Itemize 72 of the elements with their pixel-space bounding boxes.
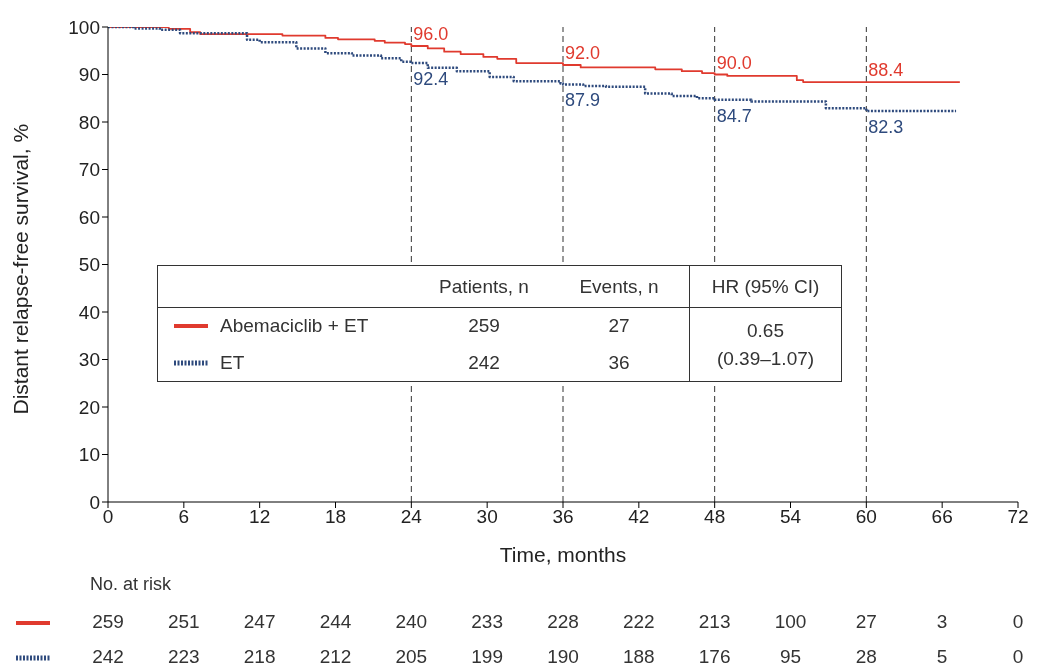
x-tick-label: 72 [1007, 506, 1029, 528]
annotation: 84.7 [716, 105, 752, 126]
text: 0 [1011, 611, 1025, 633]
text: 228 [546, 611, 580, 633]
annotation: Events, n [549, 266, 689, 308]
text: 240 [394, 611, 429, 633]
annotation: 259 [467, 314, 501, 338]
text: 188 [621, 646, 656, 668]
y-tick-label: 100 [68, 16, 100, 38]
y-tick-label: 70 [78, 159, 100, 181]
y-tick-label: 40 [78, 301, 100, 323]
text: 0 [1011, 646, 1025, 668]
text: 27 [854, 611, 878, 633]
y-tick-label: 80 [78, 111, 100, 133]
annotation: 90.0 [716, 52, 752, 73]
x-tick-label: 36 [552, 506, 574, 528]
y-tick-label: 90 [78, 64, 100, 86]
y-tick-label: 60 [78, 206, 100, 228]
text: 247 [242, 611, 277, 633]
x-tick-label: 54 [779, 506, 802, 528]
text: 213 [697, 611, 732, 633]
y-tick-label: 20 [78, 396, 100, 418]
annotation: 82.3 [868, 117, 904, 138]
x-tick-label: 18 [324, 506, 347, 528]
text: 242 [91, 646, 125, 668]
text: 223 [166, 646, 201, 668]
x-tick-label: 42 [628, 506, 650, 528]
text: 190 [546, 646, 580, 668]
annotation: (0.39–1.07) [716, 346, 815, 371]
text: 259 [91, 611, 125, 633]
text: 251 [166, 611, 201, 633]
text: 233 [470, 611, 504, 633]
text: 244 [318, 611, 353, 633]
annotation: HR (95% CI) [689, 266, 841, 308]
annotation: 87.9 [565, 90, 601, 111]
y-axis-title: Distant relapse-free survival, % [9, 123, 33, 415]
x-tick-label: 24 [400, 506, 423, 528]
text: No. at risk [90, 574, 172, 595]
text: 176 [697, 646, 732, 668]
x-tick-label: 6 [178, 506, 190, 528]
annotation: 88.4 [868, 60, 904, 81]
x-tick-label: 48 [704, 506, 726, 528]
legend-label: ET [220, 351, 245, 374]
text: 3 [935, 611, 949, 633]
y-tick-label: 10 [78, 444, 100, 466]
text: 5 [935, 646, 949, 668]
annotation: 0.65 [747, 318, 784, 343]
y-tick-label: 0 [89, 491, 100, 513]
text: 28 [854, 646, 878, 668]
annotation: Patients, n [419, 266, 549, 308]
x-tick-label: 12 [249, 506, 271, 528]
x-tick-label: 66 [931, 506, 953, 528]
x-tick-label: 30 [476, 506, 498, 528]
text: 205 [394, 646, 429, 668]
annotation: 96.0 [413, 24, 449, 44]
text: 95 [778, 646, 803, 668]
y-tick-label: 30 [78, 349, 100, 371]
text: 218 [242, 646, 277, 668]
text: 199 [470, 646, 504, 668]
annotation: 36 [607, 350, 631, 375]
annotation: 92.4 [413, 69, 449, 90]
x-tick-label: 60 [855, 506, 877, 528]
text: 100 [773, 611, 808, 633]
legend-label: Abemaciclib + ET [220, 315, 369, 337]
annotation: 242 [467, 350, 501, 375]
x-tick-label: 0 [102, 506, 114, 528]
annotation: 92.0 [565, 43, 601, 63]
x-axis-title: Time, months [499, 543, 627, 566]
annotation: 27 [607, 314, 631, 338]
y-tick-label: 50 [78, 254, 100, 276]
text: 212 [318, 646, 353, 668]
text: 222 [621, 611, 656, 633]
